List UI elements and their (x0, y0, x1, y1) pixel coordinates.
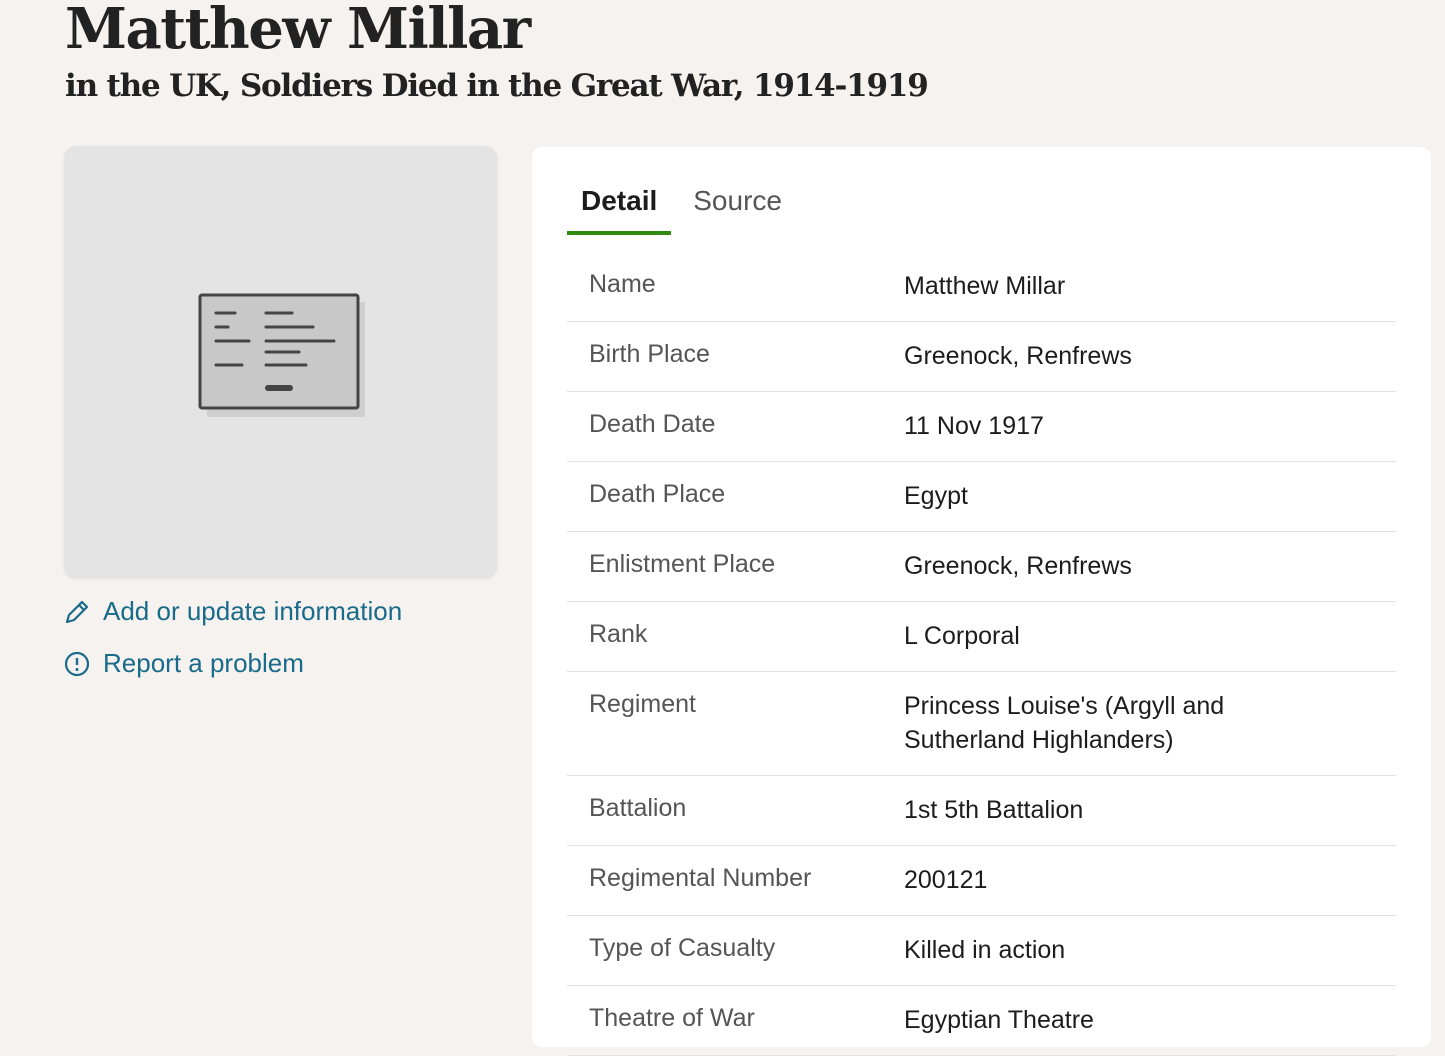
detail-label: Theatre of War (589, 1004, 755, 1032)
tab-source[interactable]: Source (693, 185, 782, 216)
record-image-placeholder[interactable] (64, 146, 497, 578)
collection-subtitle: in the UK, Soldiers Died in the Great Wa… (65, 68, 929, 104)
detail-row-enlistment-place: Enlistment Place Greenock, Renfrews (567, 532, 1396, 602)
report-problem-link[interactable]: Report a problem (64, 648, 304, 679)
tab-bar: Detail Source (567, 185, 804, 235)
detail-value: Killed in action (904, 936, 1066, 964)
detail-label: Death Place (589, 480, 726, 508)
detail-row-regimental-number: Regimental Number 200121 (567, 846, 1396, 916)
page-title: Matthew Millar (65, 0, 531, 62)
detail-label: Rank (589, 620, 648, 648)
detail-row-rank: Rank L Corporal (567, 602, 1396, 672)
detail-label: Regiment (589, 690, 696, 718)
detail-row-name: Name Matthew Millar (567, 252, 1396, 322)
detail-value: 200121 (904, 866, 988, 894)
detail-table: Name Matthew Millar Birth Place Greenock, R… (567, 252, 1396, 1056)
detail-value: 1st 5th Battalion (904, 796, 1084, 824)
detail-label: Battalion (589, 794, 687, 822)
detail-label: Name (589, 270, 656, 298)
detail-label: Death Date (589, 410, 716, 438)
record-card-icon (198, 293, 365, 417)
add-update-information-link[interactable]: Add or update information (64, 596, 402, 627)
detail-row-birth-place: Birth Place Greenock, Renfrews (567, 322, 1396, 392)
detail-row-regiment: Regiment Princess Louise's (Argyll and Su… (567, 672, 1396, 776)
detail-value: Egyptian Theatre (904, 1006, 1094, 1034)
tab-detail[interactable]: Detail (567, 185, 672, 235)
detail-value: Egypt (904, 482, 968, 510)
detail-label: Type of Casualty (589, 934, 776, 962)
detail-value: Princess Louise's (Argyll and Sutherland… (904, 692, 1225, 754)
detail-row-theatre-of-war: Theatre of War Egyptian Theatre (567, 986, 1396, 1056)
detail-row-battalion: Battalion 1st 5th Battalion (567, 776, 1396, 846)
add-update-information-label: Add or update information (103, 596, 403, 626)
detail-value: Greenock, Renfrews (904, 342, 1132, 370)
detail-label: Enlistment Place (589, 550, 776, 578)
detail-row-death-date: Death Date 11 Nov 1917 (567, 392, 1396, 462)
detail-row-type-of-casualty: Type of Casualty Killed in action (567, 916, 1396, 986)
detail-value: Greenock, Renfrews (904, 552, 1132, 580)
detail-value: 11 Nov 1917 (904, 412, 1044, 440)
detail-label: Regimental Number (589, 864, 812, 892)
alert-circle-icon (64, 651, 90, 676)
pencil-icon (65, 600, 89, 623)
detail-value: L Corporal (904, 622, 1020, 650)
report-problem-label: Report a problem (103, 648, 304, 678)
detail-label: Birth Place (589, 340, 710, 368)
record-detail-card: Detail Source Name Matthew Millar Birth Pl… (532, 147, 1431, 1056)
detail-value: Matthew Millar (904, 272, 1066, 300)
detail-row-death-place: Death Place Egypt (567, 462, 1396, 532)
